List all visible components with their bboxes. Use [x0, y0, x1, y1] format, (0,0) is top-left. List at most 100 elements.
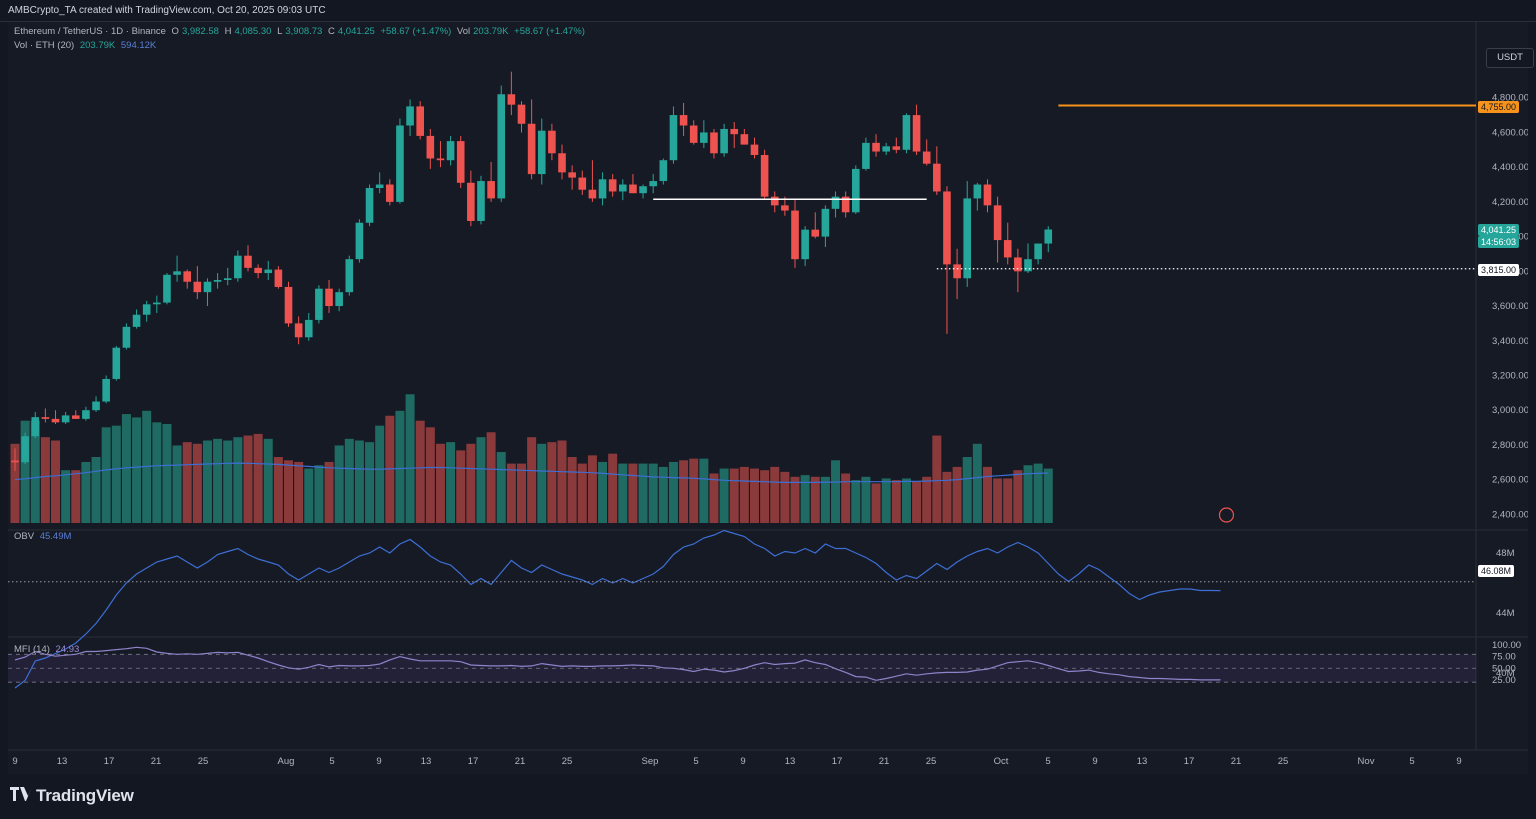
- candle-body: [41, 417, 50, 419]
- price-tick-label: 3,600.00: [1492, 301, 1528, 312]
- price-tick-label: 2,400.00: [1492, 509, 1528, 520]
- volume-bar: [121, 414, 131, 523]
- candle-body: [841, 196, 850, 213]
- candle-body: [689, 125, 698, 143]
- volume-indicator-value: 203.79K: [79, 40, 116, 51]
- time-tick-label: 9: [740, 756, 745, 767]
- volume-bar: [547, 442, 557, 523]
- volume-bar: [942, 471, 952, 523]
- time-tick-label: 25: [1278, 756, 1289, 767]
- tradingview-logo[interactable]: TradingView: [10, 786, 134, 806]
- change-value: +58.67 (+1.47%): [380, 26, 452, 37]
- volume-bar: [344, 438, 354, 523]
- candle-body: [700, 132, 708, 143]
- volume-bar: [1013, 470, 1023, 523]
- volume-bar: [770, 466, 780, 523]
- countdown-label: 14:56:03: [1478, 236, 1520, 248]
- volume-bar: [476, 437, 486, 523]
- volume-bar: [172, 445, 182, 523]
- volume-bar: [871, 483, 881, 523]
- time-tick-label: Aug: [278, 756, 295, 767]
- candle-body: [517, 104, 526, 124]
- price-tick-label: 4,200.00: [1492, 197, 1528, 208]
- volume-bar: [567, 457, 577, 523]
- candle-body: [386, 184, 394, 202]
- obv-tick-label: 40M: [1496, 668, 1515, 679]
- volume-bar: [81, 461, 91, 523]
- time-tick-label: 21: [515, 756, 526, 767]
- currency-selector[interactable]: USDT: [1486, 48, 1534, 68]
- candle-body: [102, 378, 110, 402]
- volume-bar: [253, 433, 263, 523]
- candle-body: [426, 135, 435, 159]
- volume-bar: [1033, 463, 1043, 523]
- mfi-value: 24.93: [55, 644, 80, 655]
- candle-body: [973, 184, 982, 199]
- resistance-price-label: 4,755.00: [1478, 101, 1520, 113]
- volume-bar: [648, 463, 658, 523]
- volume-bar: [912, 481, 922, 523]
- volume-value: 203.79K: [473, 26, 509, 37]
- volume-bar: [668, 461, 678, 523]
- volume-bar: [202, 440, 212, 523]
- candle-body: [1034, 243, 1042, 260]
- volume-bar: [679, 460, 689, 523]
- candle-body: [456, 141, 465, 183]
- chart-canvas[interactable]: 5,000.004,800.004,600.004,400.004,200.00…: [8, 22, 1528, 774]
- candle-body: [21, 436, 29, 463]
- candle-body: [51, 418, 60, 423]
- candle-body: [234, 255, 242, 279]
- chart-frame[interactable]: 5,000.004,800.004,600.004,400.004,200.00…: [8, 22, 1534, 774]
- price-tick-label: 4,600.00: [1492, 127, 1528, 138]
- candle-body: [446, 141, 455, 161]
- price-tick-label: 4,400.00: [1492, 162, 1528, 173]
- candle-body: [943, 191, 951, 265]
- volume-bar: [891, 480, 901, 523]
- candle-body: [497, 94, 506, 199]
- mfi-line: [14, 646, 1221, 681]
- candle-body: [173, 271, 181, 275]
- volume-bar: [284, 460, 294, 523]
- candle-body: [163, 274, 171, 303]
- volume-bar: [820, 476, 830, 523]
- volume-bar: [719, 468, 729, 523]
- candle-body: [416, 106, 424, 136]
- volume-indicator-label: Vol · ETH (20): [14, 40, 75, 51]
- candle-body: [548, 130, 556, 154]
- candle-body: [902, 115, 911, 150]
- candle-body: [608, 179, 617, 192]
- volume-bar: [263, 438, 273, 523]
- volume-bar: [91, 457, 101, 523]
- price-tick-label: 2,800.00: [1492, 440, 1528, 451]
- volume-bar: [243, 435, 253, 523]
- time-tick-label: 13: [421, 756, 432, 767]
- time-tick-label: 9: [376, 756, 381, 767]
- time-tick-label: 9: [12, 756, 17, 767]
- obv-line: [14, 529, 1221, 689]
- candle-body: [325, 288, 333, 307]
- volume-bar: [40, 437, 50, 523]
- candle-body: [213, 280, 222, 282]
- candle-body: [791, 210, 799, 260]
- volume-bar: [628, 463, 638, 523]
- time-tick-label: 21: [1231, 756, 1242, 767]
- candle-body: [679, 115, 688, 126]
- time-tick-label: 17: [104, 756, 115, 767]
- price-tick-label: 3,200.00: [1492, 370, 1528, 381]
- chart-credit: AMBCrypto_TA created with TradingView.co…: [8, 5, 326, 16]
- volume-bar: [192, 443, 202, 523]
- low-label: L: [277, 26, 283, 37]
- volume-bar: [557, 440, 567, 523]
- candle-body: [355, 222, 364, 260]
- volume-bar: [71, 470, 81, 523]
- tradingview-logo-icon: [10, 786, 32, 806]
- volume-bar: [658, 466, 668, 523]
- volume-bar: [294, 461, 304, 523]
- volume-bar: [851, 480, 861, 523]
- volume-bar: [213, 438, 223, 523]
- volume-bar: [223, 440, 233, 523]
- volume-bar: [354, 440, 364, 523]
- time-tick-label: 5: [1409, 756, 1414, 767]
- time-tick-label: 25: [198, 756, 209, 767]
- candle-body: [1044, 229, 1053, 244]
